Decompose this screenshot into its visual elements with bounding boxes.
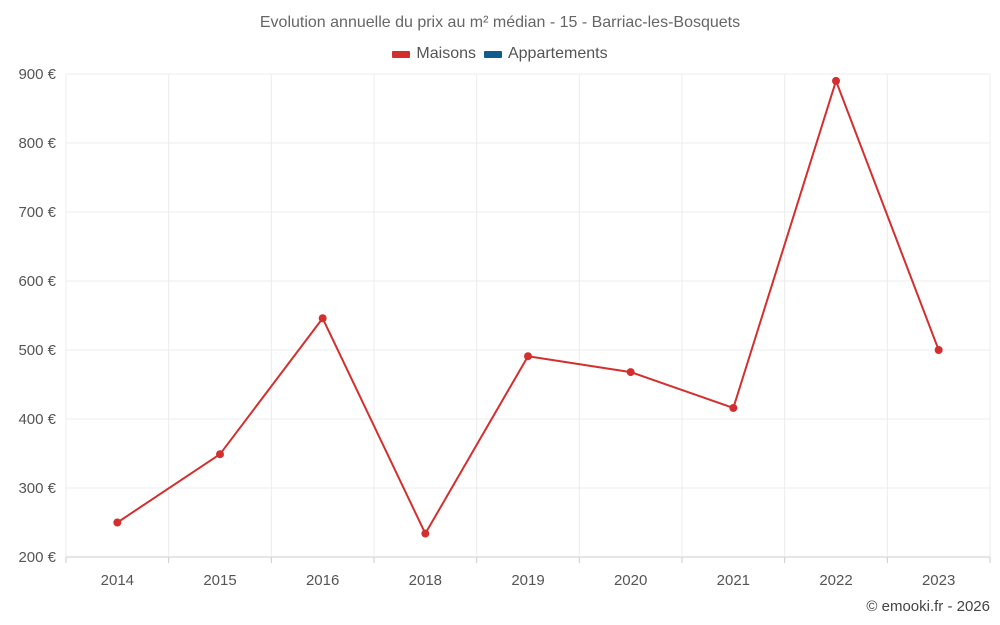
axis-layer: 200 € 300 € 400 € 500 € 600 € 700 € 800 € 900 €…: [18, 66, 991, 589]
y-tick-label: 300 €: [18, 480, 56, 497]
credit-text: © emooki.fr - 2026: [866, 598, 990, 615]
y-tick-label: 900 €: [18, 66, 56, 83]
data-point-maisons-2019[interactable]: [524, 352, 532, 361]
x-tick-label: 2023: [922, 572, 955, 589]
legend-item-appartements[interactable]: Appartements: [483, 45, 608, 63]
data-point-maisons-2015[interactable]: [216, 450, 224, 459]
legend-item-maisons[interactable]: Maisons: [392, 45, 476, 63]
legend-swatch-maisons: [392, 50, 411, 58]
data-point-maisons-2022[interactable]: [832, 76, 840, 85]
series-layer: [113, 76, 943, 538]
grid-layer: [65, 73, 991, 558]
x-tick-label: 2021: [717, 572, 750, 589]
legend-swatch-appartements: [483, 50, 502, 58]
data-point-maisons-2018[interactable]: [421, 529, 430, 538]
data-point-maisons-2020[interactable]: [626, 368, 635, 377]
y-tick-label: 800 €: [18, 135, 56, 152]
y-tick-label: 700 €: [18, 204, 56, 221]
x-tick-label: 2019: [511, 572, 544, 589]
data-point-maisons-2016[interactable]: [318, 314, 327, 323]
data-point-maisons-2014[interactable]: [113, 518, 122, 527]
chart-legend: Maisons Appartements: [0, 45, 1000, 63]
legend-label-appartements: Appartements: [507, 45, 608, 62]
x-tick-label: 2015: [203, 572, 236, 589]
x-tick-label: 2020: [614, 572, 647, 589]
y-tick-label: 200 €: [18, 549, 56, 566]
x-tick-label: 2022: [819, 572, 852, 589]
series-line-maisons: [116, 79, 940, 535]
legend-label-maisons: Maisons: [416, 45, 476, 62]
chart-title: Evolution annuelle du prix au m² médian …: [259, 14, 741, 31]
x-tick-label: 2014: [101, 572, 134, 589]
data-point-maisons-2023[interactable]: [934, 346, 943, 354]
y-tick-label: 400 €: [18, 411, 56, 428]
x-tick-label: 2016: [306, 572, 339, 589]
y-tick-label: 500 €: [18, 342, 56, 359]
y-tick-label: 600 €: [18, 273, 56, 290]
data-point-maisons-2021[interactable]: [729, 403, 738, 412]
x-tick-label: 2018: [409, 572, 442, 589]
